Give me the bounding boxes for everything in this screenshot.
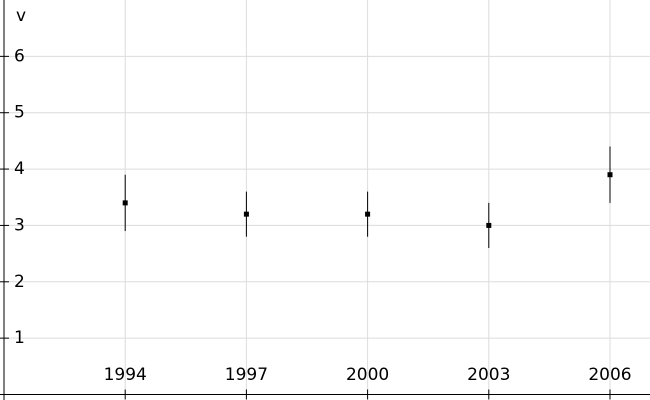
point (243, 211, 249, 217)
y-tick-label: 6 (14, 46, 25, 66)
x-tick-label: 1997 (225, 365, 268, 385)
x-tick-label: 1994 (104, 365, 147, 385)
point (122, 200, 128, 206)
x-tick-label: 2003 (467, 365, 510, 385)
y-axis-label: v (16, 6, 26, 26)
point (607, 172, 613, 178)
x-tick-label: 2006 (588, 365, 631, 385)
y-tick-label: 4 (14, 159, 25, 179)
y-tick-label: 2 (14, 272, 25, 292)
y-tick-label: 5 (14, 103, 25, 123)
y-tick-label: 3 (14, 215, 25, 235)
y-tick-label: 1 (14, 328, 25, 348)
point (486, 222, 492, 228)
point (365, 211, 371, 217)
x-tick-label: 2000 (346, 365, 389, 385)
